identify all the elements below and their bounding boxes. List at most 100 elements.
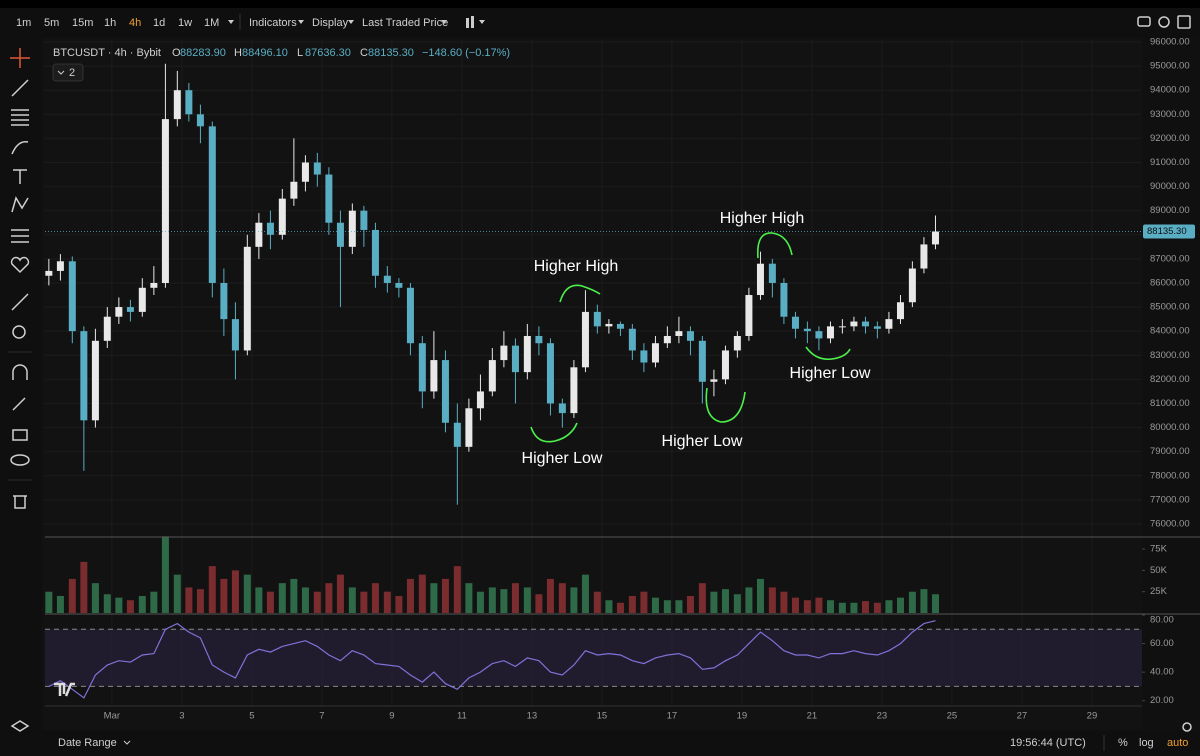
volume-bar [535,594,543,613]
interval-button[interactable]: 15m [72,17,93,29]
crosshair-tool[interactable] [10,48,30,68]
volume-bar [686,595,694,613]
candle-body [150,282,158,288]
prediction-tool[interactable] [11,229,29,243]
interval-button[interactable]: 1m [16,17,31,29]
date-range-button[interactable]: Date Range [58,737,117,749]
candle-body [640,350,648,363]
last-price-tag [1143,224,1195,239]
volume-bar [266,591,274,613]
annotation-arc [805,346,851,361]
candle-body [278,198,286,235]
candle-body [208,126,216,283]
pattern-tool[interactable] [11,196,29,213]
chart-style-icon[interactable] [466,18,469,28]
layers-icon[interactable] [10,720,30,732]
trash-tool[interactable] [13,495,27,509]
volume-bar [453,566,461,613]
candle-body [371,229,379,276]
volume-bar [523,587,531,613]
volume-bar [791,597,799,613]
fullscreen-icon[interactable] [1177,15,1191,29]
y-tick-label: 95000.00 [1150,61,1190,72]
x-tick-label: 17 [667,711,678,722]
candle-body [336,222,344,247]
volume-bar [45,591,53,613]
camera-icon[interactable] [1137,16,1151,27]
annotation-arc [559,284,601,303]
volume-bar [511,583,519,613]
menu-indicators[interactable]: Indicators [249,17,297,29]
y-tick-label: 50K [1150,565,1168,576]
menu-display[interactable]: Display [312,17,349,29]
symbol-label: BTCUSDT · 4h · Bybit [53,47,161,59]
top-strip [0,0,1200,8]
percent-toggle[interactable]: % [1118,737,1128,749]
candle-body [745,295,753,336]
brush-tool[interactable] [11,141,29,155]
chart-style-icon [471,16,474,28]
line-tool[interactable] [11,79,29,97]
volume-bar [885,600,893,613]
volume-bar [640,591,648,613]
menu-price-source[interactable]: Last Traded Price [362,17,448,29]
x-tick-label: 23 [877,711,888,722]
candle-body [861,321,869,327]
volume-bar [126,600,134,613]
log-toggle[interactable]: log [1139,737,1154,749]
candle-body [826,326,834,339]
volume-bar [628,595,636,613]
interval-button[interactable]: 1w [178,17,192,29]
candle-body [523,335,531,373]
text-tool[interactable] [13,169,27,184]
y-tick-label: 82000.00 [1150,374,1190,385]
candle-body [500,345,508,361]
candle-body [710,379,718,382]
interval-button[interactable]: 4h [129,17,141,29]
badge-count: 2 [69,67,75,79]
volume-bar [500,589,508,613]
volume-bar [710,591,718,613]
ohlc-value: 88283.90 [180,47,226,59]
annotation: Higher Low [790,365,871,382]
visibility-tool[interactable] [10,454,30,466]
chevron [123,740,131,745]
volume-bar [931,594,939,613]
x-tick-label: 29 [1087,711,1098,722]
grid [45,40,1145,706]
auto-toggle[interactable]: auto [1167,737,1188,749]
dropdown-arrow [228,20,234,24]
volume-bar [908,591,916,613]
interval-button[interactable]: 1M [204,17,219,29]
magnet-tool[interactable] [12,364,28,380]
candle-body [885,319,893,329]
y-tick-label: 40.00 [1150,667,1174,678]
drawing-mode-tool[interactable] [12,397,26,411]
candle-body [348,210,356,247]
volume-bar [488,587,496,613]
rsi-line [48,620,936,699]
volume-bar [103,594,111,613]
zoom-tool[interactable] [12,325,26,339]
volume-bar [663,600,671,613]
interval-button[interactable]: 1h [104,17,116,29]
candle-body [383,275,391,283]
interval-button[interactable]: 5m [44,17,59,29]
rsi-band [45,629,1142,687]
favorites-tool[interactable] [10,256,30,274]
x-tick-label: 11 [457,711,467,722]
settings-icon[interactable] [1158,16,1170,28]
x-tick-label: Mar [104,711,120,722]
fib-tool[interactable] [11,109,29,126]
ruler-tool[interactable] [11,293,29,311]
settings-icon[interactable] [1182,722,1192,732]
candle-body [721,350,729,380]
interval-button[interactable]: 1d [153,17,165,29]
y-tick-label: 93000.00 [1150,109,1190,120]
volume-bar [581,574,589,613]
candle-body [290,181,298,199]
indicator-badge[interactable] [52,63,84,82]
lock-tool[interactable] [12,429,28,441]
candle-body [558,403,566,414]
